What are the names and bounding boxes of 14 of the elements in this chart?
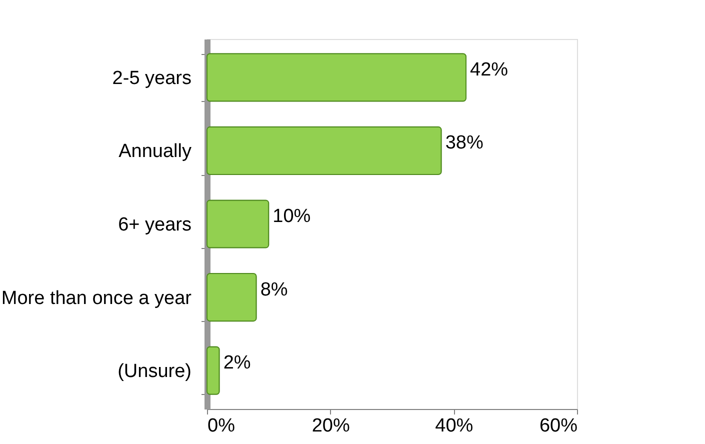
y-tick-label: More than once a year xyxy=(1,288,192,309)
y-tick-label: (Unsure) xyxy=(118,361,192,382)
x-tick-label: 60% xyxy=(539,416,578,436)
x-tick-label: 40% xyxy=(435,416,474,436)
data-label: 2% xyxy=(223,352,251,374)
data-label: 38% xyxy=(445,132,484,154)
x-tick-label: 0% xyxy=(208,416,236,436)
y-tick-label: Annually xyxy=(118,141,192,162)
data-label: 8% xyxy=(260,279,288,300)
data-label: 10% xyxy=(272,206,311,227)
y-tick-label: 2-5 years xyxy=(112,68,192,89)
x-tick-label: 20% xyxy=(312,416,350,436)
y-tick-label: 6+ years xyxy=(118,214,192,236)
data-label: 42% xyxy=(470,59,508,80)
